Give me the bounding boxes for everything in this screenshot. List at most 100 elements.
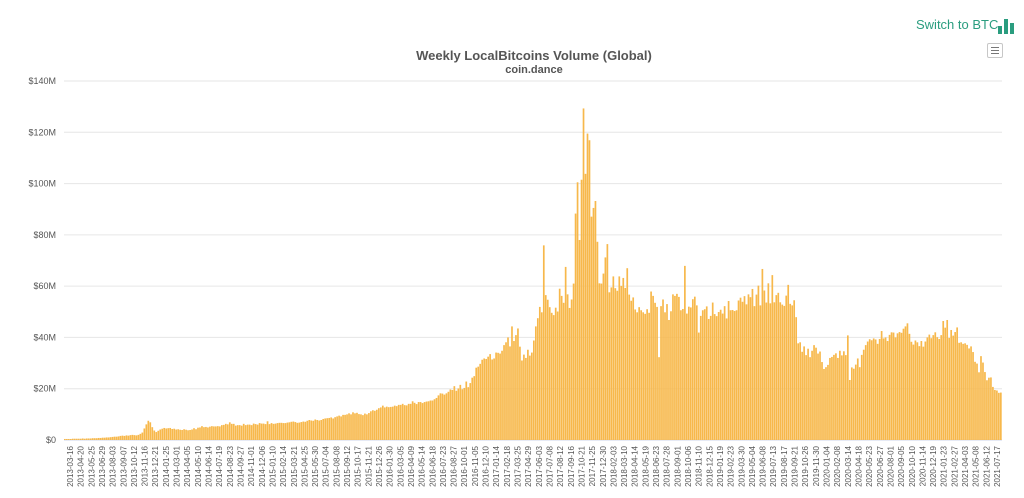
volume-bar[interactable] <box>648 312 650 440</box>
volume-bar[interactable] <box>252 423 255 440</box>
volume-bar[interactable] <box>163 427 166 440</box>
volume-bar[interactable] <box>352 412 354 440</box>
volume-bar[interactable] <box>316 420 319 440</box>
volume-bar[interactable] <box>709 315 712 440</box>
volume-bar[interactable] <box>986 380 988 440</box>
volume-bar[interactable] <box>433 399 436 440</box>
volume-bar[interactable] <box>161 428 164 440</box>
volume-bar[interactable] <box>533 340 535 440</box>
volume-bar[interactable] <box>296 422 299 440</box>
volume-bar[interactable] <box>362 415 364 440</box>
volume-bar[interactable] <box>831 356 833 440</box>
volume-bar[interactable] <box>443 394 446 440</box>
volume-bar[interactable] <box>936 337 939 440</box>
volume-bar[interactable] <box>970 346 972 440</box>
volume-bar[interactable] <box>105 437 108 440</box>
volume-bar[interactable] <box>356 412 358 440</box>
volume-bar[interactable] <box>519 346 521 440</box>
volume-bar[interactable] <box>103 437 106 440</box>
volume-bar[interactable] <box>801 351 803 440</box>
volume-bar[interactable] <box>926 337 929 440</box>
volume-bar[interactable] <box>145 424 148 440</box>
volume-bar[interactable] <box>763 290 766 441</box>
volume-bar[interactable] <box>701 310 704 440</box>
volume-bar[interactable] <box>366 414 368 440</box>
volume-bar[interactable] <box>882 338 885 440</box>
volume-bar[interactable] <box>578 239 581 440</box>
volume-bar[interactable] <box>260 423 263 440</box>
volume-bar[interactable] <box>381 405 384 440</box>
volume-bar[interactable] <box>322 418 325 440</box>
volume-bar[interactable] <box>75 438 78 440</box>
volume-bar[interactable] <box>240 425 243 440</box>
volume-bar[interactable] <box>753 306 756 440</box>
volume-bar[interactable] <box>582 108 585 440</box>
volume-bar[interactable] <box>608 292 611 440</box>
volume-bar[interactable] <box>843 351 845 440</box>
volume-bar[interactable] <box>771 275 774 440</box>
volume-bar[interactable] <box>785 295 788 440</box>
volume-bar[interactable] <box>620 285 623 440</box>
volume-bar[interactable] <box>713 314 716 440</box>
volume-bar[interactable] <box>385 406 388 440</box>
volume-bar[interactable] <box>717 312 720 440</box>
volume-bar[interactable] <box>439 393 442 440</box>
volume-bar[interactable] <box>534 326 537 440</box>
volume-bar[interactable] <box>554 307 557 440</box>
volume-bar[interactable] <box>686 313 688 440</box>
volume-bar[interactable] <box>626 268 629 440</box>
volume-bar[interactable] <box>513 341 515 440</box>
volume-bar[interactable] <box>576 182 579 441</box>
volume-bar[interactable] <box>517 328 519 440</box>
volume-bar[interactable] <box>946 319 949 440</box>
volume-bar[interactable] <box>705 306 708 440</box>
volume-bar[interactable] <box>564 266 567 440</box>
volume-bar[interactable] <box>538 306 541 440</box>
volume-bar[interactable] <box>507 337 509 440</box>
volume-bar[interactable] <box>391 406 394 440</box>
volume-bar[interactable] <box>536 318 539 440</box>
volume-bar[interactable] <box>280 422 283 440</box>
volume-bar[interactable] <box>205 426 207 440</box>
volume-bar[interactable] <box>874 339 877 440</box>
volume-bar[interactable] <box>660 306 662 440</box>
volume-bar[interactable] <box>358 414 360 440</box>
volume-bar[interactable] <box>916 342 919 440</box>
volume-bar[interactable] <box>505 342 507 440</box>
volume-bar[interactable] <box>860 354 863 440</box>
volume-bar[interactable] <box>586 133 589 440</box>
volume-bar[interactable] <box>624 287 627 440</box>
volume-bar[interactable] <box>463 387 466 440</box>
volume-bar[interactable] <box>69 438 72 440</box>
volume-bar[interactable] <box>690 307 692 440</box>
volume-bar[interactable] <box>606 244 609 440</box>
volume-bar[interactable] <box>64 438 66 440</box>
volume-bar[interactable] <box>399 404 402 440</box>
volume-bar[interactable] <box>183 429 185 440</box>
volume-bar[interactable] <box>511 326 513 440</box>
volume-bar[interactable] <box>600 283 603 440</box>
volume-bar[interactable] <box>125 435 128 440</box>
volume-bar[interactable] <box>89 438 92 440</box>
volume-bar[interactable] <box>71 438 74 440</box>
volume-bar[interactable] <box>270 423 273 440</box>
volume-bar[interactable] <box>151 427 154 440</box>
volume-bar[interactable] <box>213 426 215 440</box>
volume-bar[interactable] <box>868 339 871 440</box>
volume-bar[interactable] <box>888 334 891 440</box>
volume-bar[interactable] <box>181 430 183 440</box>
volume-bar[interactable] <box>485 358 487 440</box>
volume-bar[interactable] <box>737 300 740 441</box>
volume-bar[interactable] <box>962 343 964 440</box>
volume-bar[interactable] <box>904 326 907 440</box>
volume-bar[interactable] <box>652 295 654 440</box>
volume-bar[interactable] <box>745 304 748 440</box>
volume-bar[interactable] <box>972 352 974 440</box>
volume-bar[interactable] <box>308 420 311 440</box>
volume-bar[interactable] <box>856 358 859 440</box>
volume-bar[interactable] <box>360 414 362 440</box>
volume-bar[interactable] <box>113 436 116 440</box>
volume-bar[interactable] <box>153 430 156 440</box>
volume-bar[interactable] <box>703 309 706 440</box>
volume-bar[interactable] <box>743 296 746 440</box>
